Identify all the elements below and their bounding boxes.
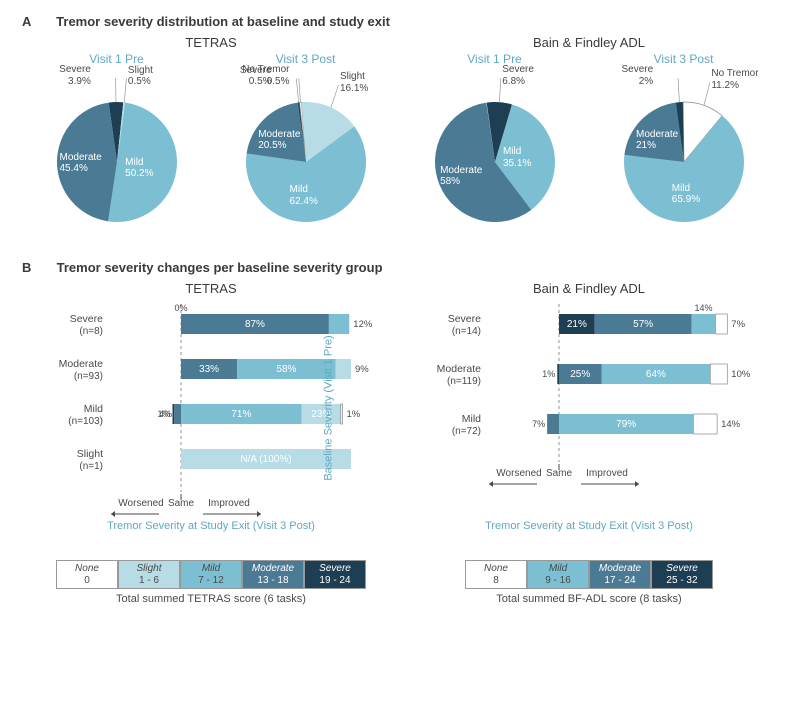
legend-bfadl-cap: Total summed BF-ADL score (8 tasks) <box>496 593 681 605</box>
svg-text:7%: 7% <box>731 319 745 330</box>
svg-text:Slight: Slight <box>77 448 103 460</box>
svg-text:9%: 9% <box>355 364 369 375</box>
svg-text:(n=72): (n=72) <box>452 426 481 437</box>
svg-text:(n=103): (n=103) <box>68 416 103 427</box>
tetras-title: TETRAS <box>22 35 400 50</box>
pie-slice-label: Moderate20.5% <box>258 129 300 152</box>
panel-a-title: Tremor severity distribution at baseline… <box>56 14 390 29</box>
pie-slice-label: Slight16.1% <box>340 71 368 94</box>
legend-cell: Mild7 - 12 <box>180 560 242 589</box>
legend-tetras-cap: Total summed TETRAS score (6 tasks) <box>116 593 306 605</box>
svg-text:25%: 25% <box>570 369 590 380</box>
pie-slice-label: Mild62.4% <box>290 184 318 207</box>
pie-slice-label: Moderate58% <box>440 165 482 188</box>
svg-text:1%: 1% <box>542 369 555 379</box>
svg-text:Mild: Mild <box>84 403 103 415</box>
legend-cell: Severe25 - 32 <box>651 560 713 589</box>
pie-slice-label: Mild35.1% <box>503 146 531 169</box>
figure-root: A Tremor severity distribution at baseli… <box>0 0 800 725</box>
bar-tetras: Baseline Severity (Visit 1 Pre) Severe(n… <box>31 298 391 518</box>
panel-b-header: B Tremor severity changes per baseline s… <box>22 260 778 275</box>
bar-xlabel-b: Tremor Severity at Study Exit (Visit 3 P… <box>400 520 778 532</box>
svg-text:Worsened: Worsened <box>496 468 541 479</box>
pie-slice-label: Moderate21% <box>636 129 678 152</box>
svg-text:Mild: Mild <box>462 413 481 425</box>
pie-tetras-v3: Visit 3 Post Severe0.5%No Tremor0.5%Slig… <box>221 52 391 242</box>
pie-bfadl-v3: Visit 3 Post Severe2%No Tremor11.2%Mild6… <box>599 52 769 242</box>
panel-a-bfadl: Bain & Findley ADL Visit 1 Pre Severe6.8… <box>400 33 778 242</box>
svg-text:1%: 1% <box>157 409 170 419</box>
svg-text:(n=8): (n=8) <box>79 326 103 337</box>
svg-text:14%: 14% <box>721 419 741 430</box>
svg-text:N/A (100%): N/A (100%) <box>240 454 291 465</box>
pie-slice-label: Severe2% <box>622 64 654 87</box>
panel-b-title: Tremor severity changes per baseline sev… <box>57 260 383 275</box>
svg-text:12%: 12% <box>353 319 373 330</box>
barB-tetras-title: TETRAS <box>22 281 400 296</box>
panel-a-tetras: TETRAS Visit 1 Pre Severe3.9%Slight0.5%M… <box>22 33 400 242</box>
panel-a-grid: TETRAS Visit 1 Pre Severe3.9%Slight0.5%M… <box>22 33 778 242</box>
svg-text:Moderate: Moderate <box>59 358 104 370</box>
legend-cell: Mild9 - 16 <box>527 560 589 589</box>
svg-text:(n=1): (n=1) <box>79 461 103 472</box>
bar-ylabel2: Baseline Severity (Visit 1 Pre) <box>322 335 334 480</box>
legend-cell: Moderate13 - 18 <box>242 560 304 589</box>
svg-text:Severe: Severe <box>448 313 481 325</box>
barB-bfadl-title: Bain & Findley ADL <box>400 281 778 296</box>
svg-text:Severe: Severe <box>70 313 103 325</box>
pie-slice-label: Mild65.9% <box>672 183 700 206</box>
svg-text:57%: 57% <box>633 319 653 330</box>
panel-a-tag: A <box>22 14 31 29</box>
svg-text:21%: 21% <box>567 319 587 330</box>
bfadl-title: Bain & Findley ADL <box>400 35 778 50</box>
svg-text:Improved: Improved <box>208 498 250 509</box>
legend-cell: Moderate17 - 24 <box>589 560 651 589</box>
panel-b-tag: B <box>22 260 31 275</box>
pie-slice-label: Mild50.2% <box>125 157 153 180</box>
svg-text:1%: 1% <box>347 409 361 420</box>
pie-bfadl-v1: Visit 1 Pre Severe6.8%Mild35.1%Moderate5… <box>410 52 580 242</box>
svg-text:79%: 79% <box>616 419 636 430</box>
legend-cell: Severe19 - 24 <box>304 560 366 589</box>
svg-text:Improved: Improved <box>586 468 628 479</box>
legend-bfadl: None8Mild9 - 16Moderate17 - 24Severe25 -… <box>465 560 713 589</box>
pie-slice-label: Moderate45.4% <box>60 152 102 175</box>
pie-slice-label: Severe3.9% <box>59 64 91 87</box>
svg-text:7%: 7% <box>532 419 545 429</box>
svg-text:(n=93): (n=93) <box>74 371 103 382</box>
panel-a-header: A Tremor severity distribution at baseli… <box>22 14 778 29</box>
svg-text:(n=14): (n=14) <box>452 326 481 337</box>
svg-text:Moderate: Moderate <box>437 363 482 375</box>
svg-text:87%: 87% <box>245 319 265 330</box>
pie-tetras-v1: Visit 1 Pre Severe3.9%Slight0.5%Mild50.2… <box>32 52 202 242</box>
legend-cell: None0 <box>56 560 118 589</box>
svg-text:33%: 33% <box>199 364 219 375</box>
pie-slice-label: Slight0.5% <box>128 65 153 88</box>
svg-text:71%: 71% <box>231 409 251 420</box>
svg-text:(n=119): (n=119) <box>447 376 481 387</box>
legend-tetras: None0Slight1 - 6Mild7 - 12Moderate13 - 1… <box>56 560 366 589</box>
bar-bfadl: Baseline Severity (Visit 1 Pre) Severe(n… <box>409 298 769 518</box>
svg-text:Worsened: Worsened <box>118 498 163 509</box>
pie-slice-label: Severe6.8% <box>502 64 534 87</box>
legend-cell: Slight1 - 6 <box>118 560 180 589</box>
svg-text:58%: 58% <box>276 364 296 375</box>
svg-text:0%: 0% <box>174 303 187 313</box>
legend-cell: None8 <box>465 560 527 589</box>
svg-text:10%: 10% <box>731 369 751 380</box>
pie-slice-label: No Tremor0.5% <box>242 64 289 87</box>
svg-text:64%: 64% <box>646 369 666 380</box>
pie-slice-label: No Tremor11.2% <box>711 68 758 91</box>
svg-text:14%: 14% <box>694 303 712 313</box>
